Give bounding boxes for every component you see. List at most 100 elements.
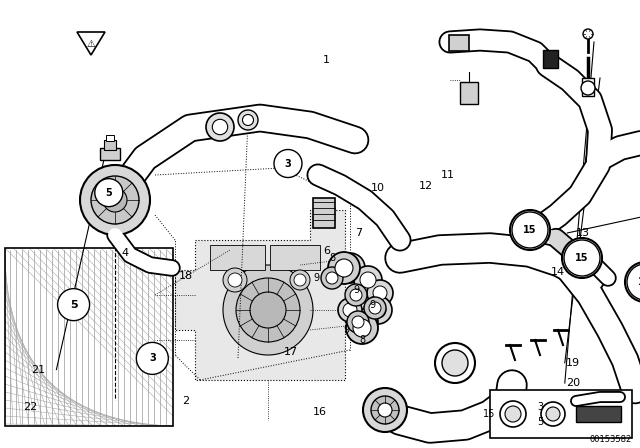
Polygon shape (77, 32, 105, 55)
Text: 13: 13 (575, 228, 589, 238)
Circle shape (338, 298, 362, 322)
Circle shape (341, 259, 359, 277)
Circle shape (352, 309, 378, 335)
Bar (104, 140, 116, 150)
Circle shape (625, 262, 640, 302)
Circle shape (546, 407, 560, 421)
Circle shape (95, 179, 123, 207)
Circle shape (223, 268, 247, 292)
Circle shape (350, 289, 362, 301)
Circle shape (58, 289, 90, 321)
Bar (543, 50, 558, 68)
Text: 15: 15 (638, 277, 640, 287)
Circle shape (354, 266, 382, 294)
Circle shape (632, 269, 640, 295)
Text: 17: 17 (284, 347, 298, 357)
Circle shape (512, 212, 548, 248)
Circle shape (367, 280, 393, 306)
Text: 19: 19 (566, 358, 580, 368)
Bar (582, 78, 594, 96)
Circle shape (435, 343, 475, 383)
Circle shape (364, 296, 392, 324)
Circle shape (583, 29, 593, 39)
Circle shape (346, 312, 378, 344)
Text: 11: 11 (441, 170, 455, 180)
Circle shape (505, 406, 521, 422)
Circle shape (238, 110, 258, 130)
Circle shape (370, 302, 386, 318)
Text: 16: 16 (313, 407, 327, 417)
Text: 20: 20 (566, 378, 580, 388)
Text: 15: 15 (483, 409, 495, 419)
Circle shape (274, 150, 302, 177)
Text: 15: 15 (524, 225, 537, 235)
Circle shape (352, 316, 364, 328)
Text: 21: 21 (31, 365, 45, 375)
Bar (5, 248, 173, 426)
Text: 3: 3 (285, 159, 291, 168)
Circle shape (80, 165, 150, 235)
Circle shape (335, 253, 365, 283)
Text: 5: 5 (70, 300, 77, 310)
Bar (270, 245, 320, 270)
Text: 22: 22 (24, 402, 38, 412)
Circle shape (541, 402, 565, 426)
Text: 5: 5 (106, 188, 112, 198)
Circle shape (378, 403, 392, 417)
Circle shape (562, 238, 602, 278)
Text: 12: 12 (419, 181, 433, 191)
Bar (490, 390, 632, 438)
Circle shape (347, 311, 369, 333)
Bar (576, 406, 621, 422)
Text: 2: 2 (182, 396, 189, 406)
Text: 9: 9 (313, 273, 319, 283)
Circle shape (243, 115, 253, 125)
Text: 8: 8 (359, 335, 365, 345)
Circle shape (206, 113, 234, 141)
Text: 10: 10 (371, 183, 385, 193)
Circle shape (223, 265, 313, 355)
Circle shape (353, 319, 371, 337)
Circle shape (581, 81, 595, 95)
Circle shape (294, 274, 306, 286)
Circle shape (517, 217, 543, 243)
Bar (210, 245, 265, 270)
Text: 18: 18 (179, 271, 193, 280)
Bar (460, 82, 478, 104)
Bar (449, 35, 469, 51)
Text: 3: 3 (149, 353, 156, 363)
Circle shape (326, 272, 338, 284)
Text: 1: 1 (323, 56, 330, 65)
Circle shape (228, 273, 242, 287)
Bar (313, 198, 335, 228)
Text: 9: 9 (353, 285, 359, 295)
Circle shape (360, 272, 376, 288)
Circle shape (569, 245, 595, 271)
Circle shape (335, 259, 353, 277)
Circle shape (345, 284, 367, 306)
Text: 4: 4 (121, 248, 129, 258)
Text: 8: 8 (329, 253, 335, 263)
Circle shape (369, 302, 381, 314)
Circle shape (564, 240, 600, 276)
Text: 7: 7 (355, 228, 362, 238)
Circle shape (373, 286, 387, 300)
Text: 6: 6 (323, 246, 330, 256)
Circle shape (328, 252, 360, 284)
Circle shape (343, 303, 357, 317)
Text: 00153582: 00153582 (589, 435, 632, 444)
Text: 3: 3 (537, 402, 543, 412)
Circle shape (627, 264, 640, 300)
Circle shape (442, 350, 468, 376)
Circle shape (212, 119, 228, 135)
Circle shape (321, 267, 343, 289)
Circle shape (363, 388, 407, 432)
Text: 15: 15 (575, 253, 589, 263)
Circle shape (364, 297, 386, 319)
Circle shape (136, 342, 168, 375)
Text: 9: 9 (343, 325, 349, 335)
Bar (106, 135, 114, 141)
Circle shape (290, 270, 310, 290)
Circle shape (371, 396, 399, 424)
Polygon shape (175, 210, 345, 380)
